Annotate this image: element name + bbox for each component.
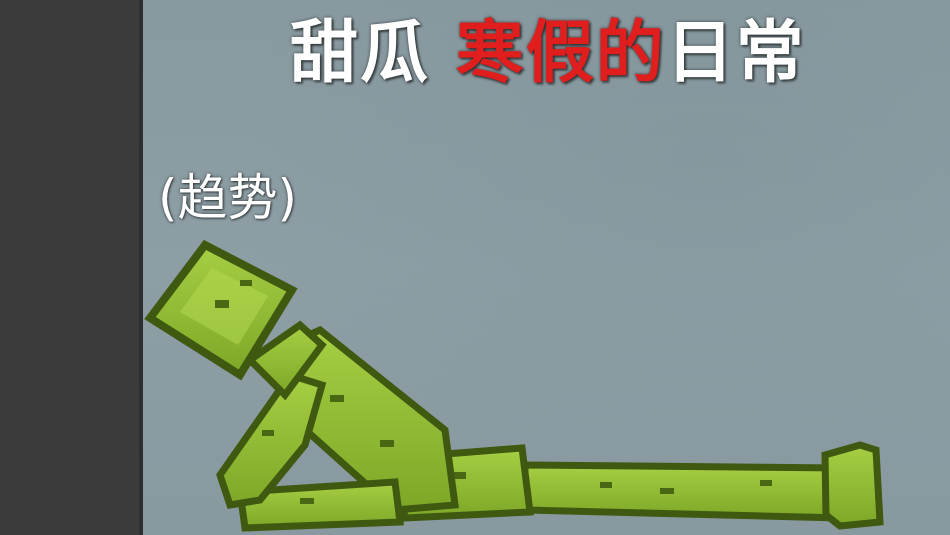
caption-text: (趋势) — [158, 169, 298, 227]
title-part-2: 寒假的 — [455, 14, 666, 93]
melon-arm-lower[interactable] — [236, 478, 404, 532]
melon-leg-right[interactable] — [521, 441, 884, 530]
melon-head[interactable] — [144, 239, 298, 381]
side-panel — [0, 0, 141, 535]
side-panel-edge — [139, 0, 143, 535]
video-title: 甜瓜 寒假的日常 — [290, 14, 806, 94]
melon-neck[interactable] — [244, 320, 327, 401]
title-part-3: 日常 — [665, 14, 806, 93]
title-part-1: 甜瓜 — [290, 14, 456, 93]
